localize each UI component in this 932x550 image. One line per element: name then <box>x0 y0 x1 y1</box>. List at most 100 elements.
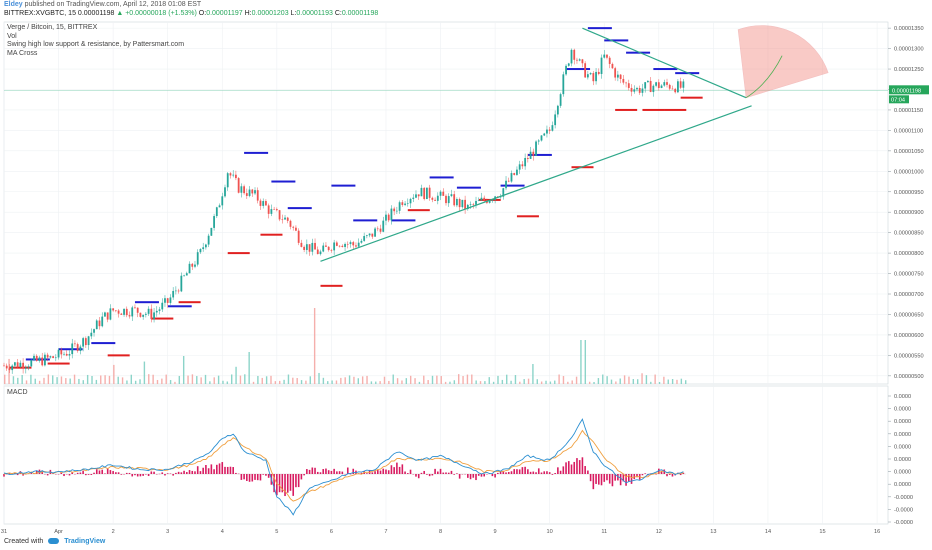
macd-hist-bar <box>554 472 556 474</box>
volume-bar <box>196 376 198 384</box>
candle-body <box>308 244 311 252</box>
volume-bar <box>619 378 621 384</box>
macd-hist-bar <box>221 462 224 474</box>
macd-hist-bar <box>450 470 453 474</box>
volume-bar <box>108 375 111 384</box>
volume-bar <box>567 381 569 384</box>
macd-hist-bar <box>636 474 638 478</box>
candle-body <box>300 242 303 247</box>
candle-body <box>218 205 221 208</box>
candle-body <box>215 207 218 217</box>
macd-hist-bar <box>177 471 180 474</box>
volume-bar <box>322 377 325 384</box>
candle-body <box>682 81 685 88</box>
candle-body <box>109 308 112 320</box>
candles <box>3 48 685 374</box>
candle-body <box>164 298 166 303</box>
candle-body <box>196 252 199 265</box>
candle-body <box>158 309 161 311</box>
macd-hist-bar <box>426 474 428 475</box>
candle-body <box>155 310 158 313</box>
macd-hist-bar <box>456 473 458 474</box>
candle-body <box>131 307 134 317</box>
macd-hist-bar <box>565 462 567 474</box>
candle-body <box>636 87 638 90</box>
candle-body <box>33 355 35 361</box>
macd-hist-bar <box>194 471 196 474</box>
candle-body <box>281 219 284 221</box>
volume-bar <box>178 375 181 384</box>
volume-bar <box>222 380 224 384</box>
macd-hist-bar <box>597 474 600 485</box>
chart-legend: Verge / Bitcoin, 15, BITTREX Vol Swing h… <box>7 24 184 58</box>
candle-body <box>79 346 82 351</box>
resistance-level <box>331 184 356 187</box>
y-tick-label: 0.00000900 <box>894 210 924 216</box>
macd-hist-bar <box>145 474 147 475</box>
macd-hist-bar <box>502 470 505 474</box>
author-link[interactable]: Eldey <box>4 1 23 8</box>
resistance-level <box>134 301 159 304</box>
candle-body <box>649 80 652 93</box>
candle-body <box>259 200 262 206</box>
macd-hist-bar <box>387 470 390 474</box>
macd-tick-label: -0.0000 <box>894 507 913 513</box>
macd-hist-bar <box>475 474 477 481</box>
tradingview-link[interactable]: TradingView <box>64 538 106 545</box>
candle-body <box>529 151 532 159</box>
candle-body <box>11 365 14 371</box>
candle-body <box>267 205 270 214</box>
y-tick-label: 0.00000800 <box>894 251 924 257</box>
candle-body <box>409 198 412 204</box>
volume-bar <box>602 374 604 384</box>
candle-body <box>210 227 213 236</box>
candle-body <box>125 308 128 316</box>
candle-body <box>114 310 117 312</box>
candle-body <box>199 249 202 253</box>
candle-body <box>633 89 636 92</box>
volume-bar <box>344 377 346 384</box>
candle-body <box>68 354 71 356</box>
macd-hist-bar <box>330 470 333 474</box>
candle-body <box>183 275 185 277</box>
y-tick-label: 0.00000550 <box>894 353 924 359</box>
x-tick-label: 11 <box>601 529 607 535</box>
volume-bar <box>12 376 15 384</box>
macd-hist-bar <box>191 470 194 474</box>
candle-body <box>71 343 74 355</box>
candle-body <box>41 357 44 366</box>
candle-body <box>35 355 38 361</box>
candle-body <box>93 329 95 333</box>
macd-hist-bar <box>46 474 49 476</box>
macd-hist-bar <box>82 470 84 474</box>
macd-hist-bar <box>507 471 510 474</box>
macd-hist-bar <box>494 474 496 478</box>
candle-body <box>458 199 461 208</box>
macd-hist-bar <box>338 471 341 474</box>
support-level <box>47 362 70 365</box>
volume-bars <box>4 308 687 384</box>
volume-bar <box>588 381 591 384</box>
volume-bar <box>340 377 342 384</box>
candle-body <box>363 236 366 241</box>
candle-body <box>153 312 155 320</box>
candle-body <box>82 338 85 347</box>
macd-hist-bar <box>180 472 183 474</box>
macd-hist-bar <box>325 468 327 474</box>
x-tick-label: 31 <box>1 529 7 535</box>
candle-body <box>240 186 243 193</box>
candle-body <box>543 133 546 136</box>
candle-body <box>355 245 357 247</box>
candle-body <box>597 71 600 74</box>
trendlines <box>320 27 752 262</box>
symbol-label: BITTREX:XVGBTC, 15 <box>4 10 76 17</box>
candle-body <box>305 244 308 250</box>
candle-body <box>134 307 136 309</box>
macd-hist-bar <box>207 468 210 474</box>
candle-body <box>532 151 535 156</box>
macd-hist-bar <box>423 470 425 474</box>
macd-panel-frame <box>3 385 889 525</box>
x-tick-label: 14 <box>765 529 771 535</box>
volume-bar <box>331 380 333 384</box>
